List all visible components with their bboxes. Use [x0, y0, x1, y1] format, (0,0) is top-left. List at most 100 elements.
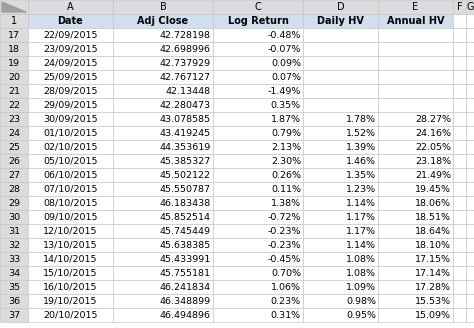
- Bar: [0, 140, 28, 154]
- Text: 34: 34: [8, 269, 20, 277]
- Bar: [0, 14, 28, 28]
- Bar: [28, 266, 113, 280]
- Text: 31: 31: [8, 227, 20, 236]
- Text: 43.078585: 43.078585: [160, 114, 211, 124]
- Text: Log Return: Log Return: [228, 16, 289, 26]
- Bar: [378, 196, 453, 210]
- Text: 17.28%: 17.28%: [415, 282, 451, 292]
- Bar: [213, 308, 303, 322]
- Text: 45.745449: 45.745449: [160, 227, 211, 236]
- Text: 45.550787: 45.550787: [160, 184, 211, 194]
- Bar: [453, 98, 466, 112]
- Text: 0.95%: 0.95%: [346, 311, 376, 319]
- Bar: [378, 308, 453, 322]
- Text: 08/10/2015: 08/10/2015: [43, 198, 98, 208]
- Text: E: E: [412, 2, 419, 12]
- Bar: [113, 294, 213, 308]
- Text: Adj Close: Adj Close: [137, 16, 189, 26]
- Bar: [28, 224, 113, 238]
- Bar: [213, 196, 303, 210]
- Text: Date: Date: [58, 16, 83, 26]
- Bar: [378, 84, 453, 98]
- Bar: [466, 84, 474, 98]
- Bar: [378, 70, 453, 84]
- Text: 16/10/2015: 16/10/2015: [43, 282, 98, 292]
- Text: 30: 30: [8, 213, 20, 221]
- Bar: [213, 210, 303, 224]
- Text: 0.26%: 0.26%: [271, 171, 301, 179]
- Bar: [28, 210, 113, 224]
- Bar: [0, 56, 28, 70]
- Bar: [213, 168, 303, 182]
- Text: 1.08%: 1.08%: [346, 255, 376, 263]
- Bar: [466, 98, 474, 112]
- Text: 26: 26: [8, 156, 20, 166]
- Bar: [0, 224, 28, 238]
- Bar: [378, 266, 453, 280]
- Bar: [113, 14, 213, 28]
- Bar: [453, 280, 466, 294]
- Bar: [28, 294, 113, 308]
- Bar: [28, 28, 113, 42]
- Text: 45.433991: 45.433991: [160, 255, 211, 263]
- Bar: [113, 140, 213, 154]
- Bar: [28, 84, 113, 98]
- Text: Annual HV: Annual HV: [387, 16, 444, 26]
- Text: 0.98%: 0.98%: [346, 297, 376, 305]
- Bar: [113, 56, 213, 70]
- Bar: [453, 154, 466, 168]
- Text: 25: 25: [8, 142, 20, 152]
- Text: A: A: [67, 2, 74, 12]
- Bar: [466, 56, 474, 70]
- Bar: [453, 224, 466, 238]
- Bar: [113, 308, 213, 322]
- Bar: [213, 14, 303, 28]
- Bar: [378, 168, 453, 182]
- Text: 29: 29: [8, 198, 20, 208]
- Text: 37: 37: [8, 311, 20, 319]
- Text: 42.767127: 42.767127: [160, 72, 211, 81]
- Bar: [303, 252, 378, 266]
- Bar: [378, 56, 453, 70]
- Bar: [453, 14, 466, 28]
- Bar: [28, 196, 113, 210]
- Text: 02/10/2015: 02/10/2015: [43, 142, 98, 152]
- Bar: [0, 70, 28, 84]
- Bar: [303, 0, 378, 14]
- Bar: [0, 28, 28, 42]
- Bar: [466, 196, 474, 210]
- Text: 42.737929: 42.737929: [160, 58, 211, 68]
- Text: -0.48%: -0.48%: [268, 31, 301, 39]
- Bar: [213, 98, 303, 112]
- Text: -1.49%: -1.49%: [268, 87, 301, 95]
- Text: 17.15%: 17.15%: [415, 255, 451, 263]
- Bar: [213, 252, 303, 266]
- Bar: [213, 56, 303, 70]
- Bar: [28, 182, 113, 196]
- Text: 1.06%: 1.06%: [271, 282, 301, 292]
- Text: 1.78%: 1.78%: [346, 114, 376, 124]
- Bar: [113, 70, 213, 84]
- Text: 1.46%: 1.46%: [346, 156, 376, 166]
- Text: 2.30%: 2.30%: [271, 156, 301, 166]
- Text: 33: 33: [8, 255, 20, 263]
- Bar: [466, 126, 474, 140]
- Bar: [453, 70, 466, 84]
- Bar: [213, 224, 303, 238]
- Text: 18.51%: 18.51%: [415, 213, 451, 221]
- Text: 1.08%: 1.08%: [346, 269, 376, 277]
- Bar: [303, 14, 378, 28]
- Text: -0.07%: -0.07%: [268, 45, 301, 53]
- Bar: [453, 112, 466, 126]
- Bar: [113, 238, 213, 252]
- Text: 44.353619: 44.353619: [160, 142, 211, 152]
- Bar: [113, 28, 213, 42]
- Text: 19/10/2015: 19/10/2015: [43, 297, 98, 305]
- Bar: [0, 126, 28, 140]
- Bar: [378, 112, 453, 126]
- Text: 1.38%: 1.38%: [271, 198, 301, 208]
- Text: 17: 17: [8, 31, 20, 39]
- Bar: [213, 28, 303, 42]
- Text: Daily HV: Daily HV: [317, 16, 364, 26]
- Bar: [303, 98, 378, 112]
